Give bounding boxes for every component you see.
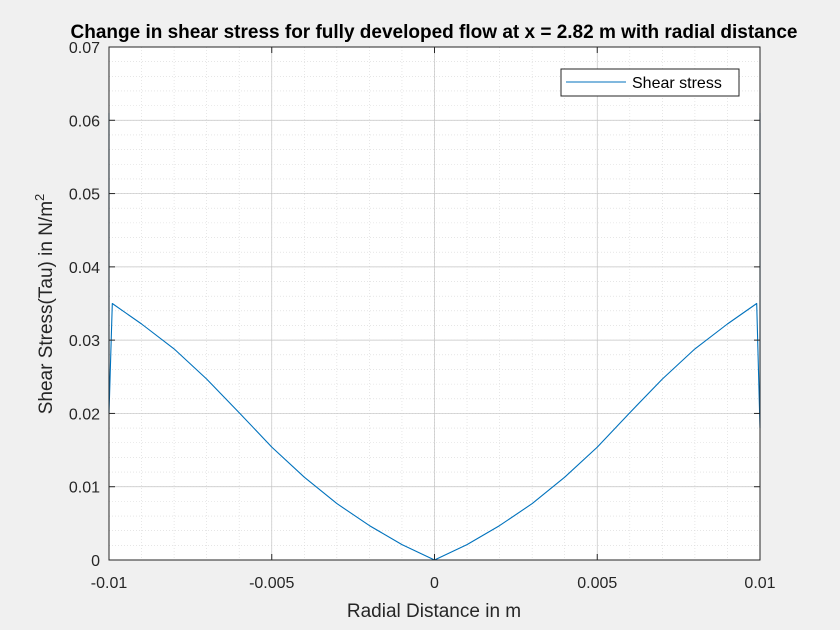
legend[interactable]: Shear stress [560,68,740,97]
x-axis-label: Radial Distance in m [347,601,521,622]
y-tick-label: 0.06 [69,113,100,130]
y-tick-label: 0.07 [69,40,100,57]
y-tick-label: 0 [91,553,100,570]
y-tick-label: 0.04 [69,260,100,277]
axis-ticks [108,46,761,561]
chart-title: Change in shear stress for fully develop… [71,22,798,43]
x-tick-label: 0.005 [577,575,617,592]
y-tick-label: 0.03 [69,333,100,350]
y-tick-labels: 0 0.01 0.02 0.03 0.04 0.05 0.06 0.07 [69,40,100,570]
y-tick-label: 0.02 [69,406,100,423]
y-axis-label-superscript: 2 [32,194,47,201]
y-tick-label: 0.05 [69,187,100,204]
y-axis-label-main: Shear Stress(Tau) in N/m [36,201,57,414]
legend-label: Shear stress [632,75,722,92]
y-axis-label: Shear Stress(Tau) in N/m2 [32,194,57,415]
x-tick-labels: -0.01 -0.005 0 0.005 0.01 [91,575,776,592]
x-tick-label: -0.01 [91,575,128,592]
x-tick-label: -0.005 [249,575,294,592]
x-tick-label: 0.01 [744,575,775,592]
y-tick-label: 0.01 [69,480,100,497]
x-tick-label: 0 [430,575,439,592]
